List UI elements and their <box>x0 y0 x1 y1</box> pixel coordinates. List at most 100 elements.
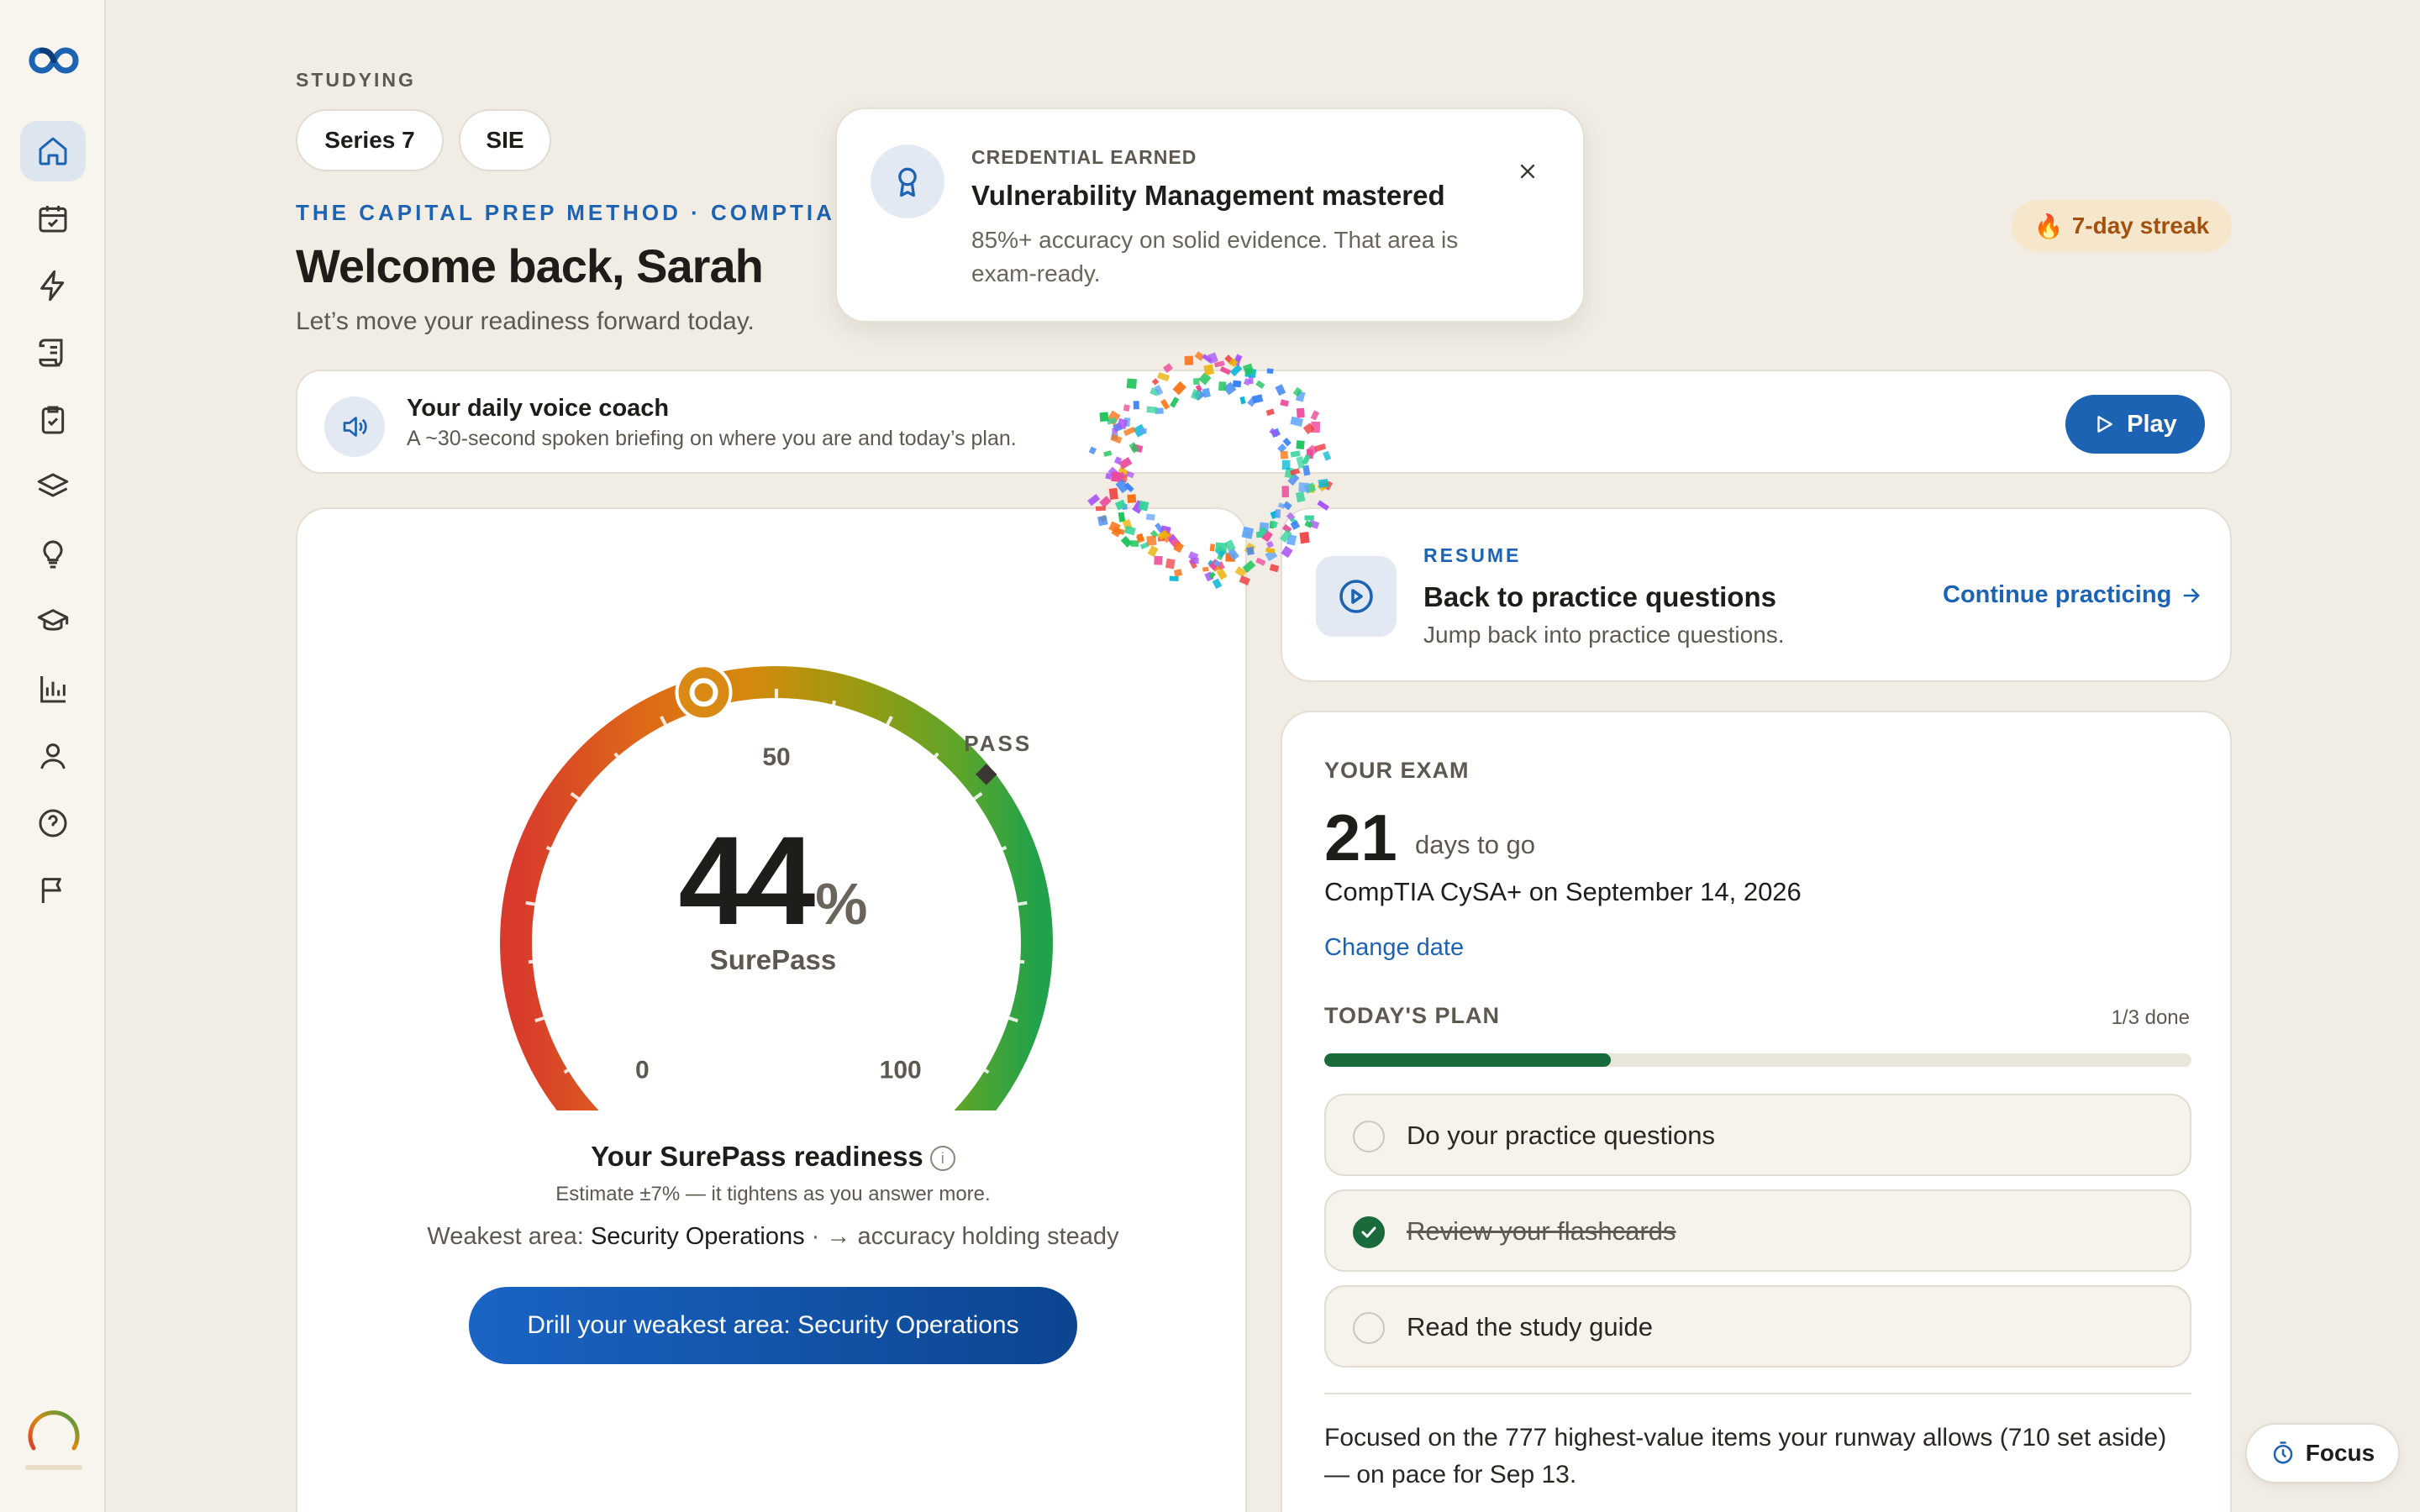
sidebar-item-guide[interactable] <box>20 323 86 383</box>
sidebar-item-profile[interactable] <box>20 726 86 786</box>
gauge-tick <box>613 752 621 760</box>
days-count: 21 <box>1324 801 1397 874</box>
confetti-piece <box>1115 479 1130 494</box>
sidebar-item-analytics[interactable] <box>20 659 86 719</box>
gauge-tick <box>660 716 669 728</box>
readiness-card: 0 50 100 PASS 44% SurePass Your SurePass… <box>296 507 1247 1512</box>
readiness-estimate: Estimate ±7% — it tightens as you answer… <box>555 1183 991 1205</box>
plan-progress-bar <box>1324 1053 2191 1067</box>
gauge-tick <box>563 1067 571 1074</box>
stopwatch-icon <box>2273 1441 2293 1464</box>
confetti-piece <box>1099 496 1112 508</box>
confetti-piece <box>1317 480 1328 492</box>
checkbox[interactable] <box>1353 1121 1385 1152</box>
close-button[interactable] <box>1509 153 1546 190</box>
gauge-tick <box>1015 900 1028 906</box>
sidebar-item-home[interactable] <box>20 121 86 181</box>
resume-title: Back to practice questions <box>1423 581 1776 612</box>
confetti-piece <box>1295 491 1306 503</box>
gauge-tick <box>534 1016 547 1023</box>
continue-label: Continue practicing <box>1943 581 2172 608</box>
toast-title: Vulnerability Management mastered <box>971 180 1445 211</box>
confetti-piece <box>1123 482 1134 492</box>
pass-marker: PASS <box>964 731 1032 785</box>
confetti-piece <box>1265 547 1276 554</box>
sidebar-item-quick[interactable] <box>20 255 86 316</box>
confetti-piece <box>1275 509 1281 518</box>
mini-readiness-bar <box>25 1465 82 1470</box>
confetti-piece <box>1234 355 1242 366</box>
play-button[interactable]: Play <box>2065 395 2205 454</box>
sidebar-item-flashcards[interactable] <box>20 457 86 517</box>
lightbulb-icon <box>43 540 63 569</box>
check-icon <box>1361 1226 1376 1238</box>
layers-icon <box>37 473 69 497</box>
confetti-piece <box>1324 480 1334 491</box>
sidebar-item-help[interactable] <box>20 793 86 853</box>
confetti-piece <box>1087 493 1101 507</box>
arrow-right-icon <box>2183 588 2201 602</box>
scroll-icon <box>39 339 63 367</box>
readiness-gauge: 0 50 100 PASS <box>500 664 1053 1110</box>
sidebar-item-courses[interactable] <box>20 591 86 652</box>
sidebar-item-calendar[interactable] <box>20 188 86 249</box>
gauge-tick <box>831 700 837 708</box>
confetti-piece <box>1298 482 1310 493</box>
sidebar-item-tests[interactable] <box>20 390 86 450</box>
change-date-link[interactable]: Change date <box>1324 934 1465 961</box>
checkbox[interactable] <box>1353 1312 1385 1344</box>
confetti-piece <box>1214 360 1225 368</box>
logo-icon[interactable] <box>29 44 79 77</box>
gauge-tick <box>971 791 983 802</box>
fire-icon: 🔥 <box>2033 213 2064 239</box>
mini-readiness-gauge-icon[interactable] <box>24 1404 84 1465</box>
gauge-tick <box>884 716 893 728</box>
confetti-piece <box>1282 501 1292 511</box>
resume-eyebrow: RESUME <box>1423 544 1522 566</box>
weakest-prefix: Weakest area: <box>427 1223 591 1250</box>
streak-badge: 🔥 7-day streak <box>2012 200 2232 252</box>
exam-card: YOUR EXAM 21 days to go CompTIA CySA+ on… <box>1281 711 2232 1512</box>
studying-label: STUDYING <box>296 69 416 91</box>
confetti-piece <box>1207 352 1218 365</box>
confetti-piece <box>1202 354 1213 364</box>
readiness-title: Your SurePass readiness i <box>297 1141 1249 1173</box>
speaker-icon <box>324 396 385 457</box>
focus-button[interactable]: Focus <box>2245 1423 2400 1483</box>
confetti-piece <box>1270 510 1280 520</box>
weakest-area: Security Operations <box>590 1223 805 1250</box>
checkbox-checked[interactable] <box>1353 1216 1385 1248</box>
help-circle-icon <box>39 809 67 837</box>
streak-label: 7-day streak <box>2071 213 2210 239</box>
confetti-piece <box>1269 564 1280 573</box>
page-title: Welcome back, Sarah <box>296 239 764 292</box>
continue-practicing-link[interactable]: Continue practicing <box>1943 581 2203 609</box>
gauge-knob[interactable] <box>675 664 733 722</box>
flag-icon <box>41 878 61 903</box>
gauge-label-mid: 50 <box>762 743 790 771</box>
divider <box>1324 1393 2191 1394</box>
sidebar-item-report[interactable] <box>20 860 86 921</box>
weakest-suffix: · → accuracy holding steady <box>804 1223 1119 1250</box>
confetti-piece <box>1277 502 1286 509</box>
credential-toast: CREDENTIAL EARNED Vulnerability Manageme… <box>835 108 1585 323</box>
info-icon[interactable]: i <box>929 1146 955 1172</box>
exam-pill-sie[interactable]: SIE <box>459 109 551 171</box>
exam-pill-series-7[interactable]: Series 7 <box>296 109 444 171</box>
drill-weakest-button[interactable]: Drill your weakest area: Security Operat… <box>469 1287 1077 1364</box>
task-label: Review your flashcards <box>1407 1216 1676 1246</box>
confetti-piece <box>1269 521 1275 529</box>
sidebar-item-tips[interactable] <box>20 524 86 585</box>
task-item[interactable]: Review your flashcards <box>1324 1189 2191 1272</box>
confetti-piece <box>1265 549 1278 562</box>
task-item[interactable]: Read the study guide <box>1324 1285 2191 1368</box>
voice-coach-card: Your daily voice coach A ~30-second spok… <box>296 370 2232 474</box>
exam-date: CompTIA CySA+ on September 14, 2026 <box>1324 877 1802 906</box>
task-item[interactable]: Do your practice questions <box>1324 1094 2191 1176</box>
resume-subtitle: Jump back into practice questions. <box>1423 622 1785 648</box>
pass-label: PASS <box>964 731 1032 756</box>
toast-eyebrow: CREDENTIAL EARNED <box>971 146 1197 168</box>
gauge-tick <box>570 791 582 802</box>
coach-title: Your daily voice coach <box>407 395 670 422</box>
